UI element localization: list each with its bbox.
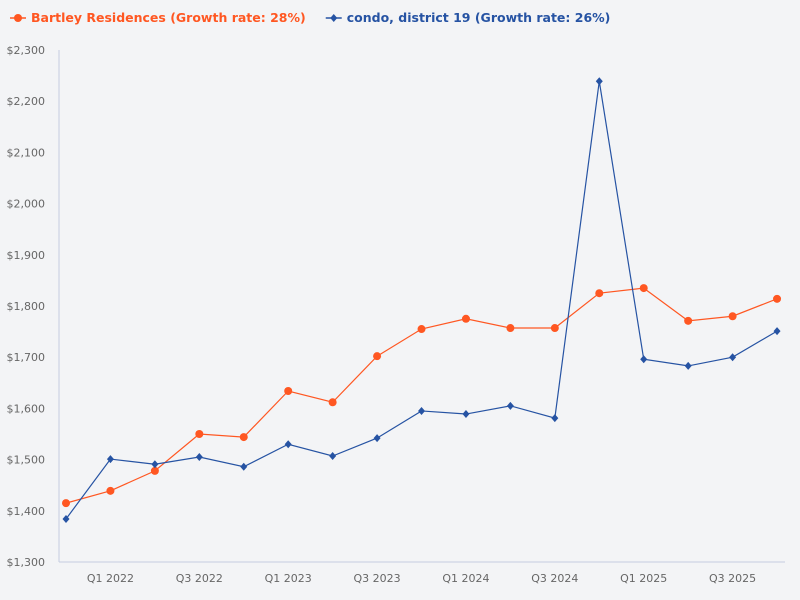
data-point [462, 410, 470, 419]
data-point [328, 398, 337, 407]
data-point [62, 514, 70, 523]
y-tick-label: $2,000 [7, 198, 46, 211]
y-tick-label: $1,400 [7, 505, 46, 518]
data-point [773, 294, 782, 303]
series-line [65, 287, 778, 504]
legend-marker [14, 14, 22, 22]
data-point [151, 460, 159, 469]
data-point [640, 355, 648, 364]
y-tick-label: $1,600 [7, 402, 46, 415]
data-point [195, 453, 203, 462]
data-point [551, 414, 559, 423]
data-point [417, 325, 426, 334]
legend-item-1: Bartley Residences (Growth rate: 28%) [10, 10, 306, 25]
y-tick-label: $1,500 [7, 454, 46, 467]
x-tick-label: Q3 2024 [531, 572, 578, 585]
x-tick-label: Q1 2025 [620, 572, 667, 585]
series-2 [62, 77, 781, 523]
data-point [461, 314, 470, 323]
y-tick-label: $1,700 [7, 351, 46, 364]
series-line [65, 81, 778, 520]
legend-item-2: condo, district 19 (Growth rate: 26%) [325, 10, 611, 25]
y-tick-label: $1,300 [7, 556, 46, 569]
y-tick-label: $2,100 [7, 146, 46, 159]
legend-marker [330, 14, 338, 22]
data-point [150, 466, 159, 475]
plot-area [62, 77, 782, 523]
y-tick-label: $2,300 [7, 44, 46, 57]
x-axis: Q1 2022 Q3 2022 Q1 2023 Q3 2023 Q1 2024 Q3 20… [59, 561, 785, 585]
data-point [595, 289, 604, 298]
data-point [773, 327, 781, 336]
x-tick-label: Q3 2023 [354, 572, 401, 585]
series-1 [62, 284, 782, 508]
data-point [684, 361, 692, 370]
y-tick-label: $2,200 [7, 95, 46, 108]
y-axis: $1,300 $1,400 $1,500 $1,600 $1,700 $1,800 $1,9… [7, 44, 60, 569]
data-point [684, 316, 693, 325]
legend: Bartley Residences (Growth rate: 28%) con… [10, 10, 610, 25]
y-tick-label: $1,900 [7, 249, 46, 262]
data-point [106, 455, 114, 464]
data-point [550, 324, 559, 333]
data-point [239, 433, 248, 442]
data-point [62, 499, 70, 508]
legend-label: condo, district 19 (Growth rate: 26%) [347, 10, 611, 25]
y-tick-label: $1,800 [7, 300, 46, 313]
x-tick-label: Q1 2024 [442, 572, 489, 585]
x-tick-label: Q3 2022 [176, 572, 223, 585]
data-point [728, 312, 737, 321]
data-point [506, 401, 514, 410]
data-point [106, 486, 115, 495]
x-tick-label: Q1 2022 [87, 572, 134, 585]
data-point [373, 434, 381, 443]
legend-label: Bartley Residences (Growth rate: 28%) [31, 10, 306, 25]
data-point [240, 462, 248, 471]
data-point [506, 324, 515, 333]
data-point [329, 452, 337, 461]
data-point [729, 353, 737, 362]
data-point [195, 430, 204, 438]
x-tick-label: Q3 2025 [709, 572, 756, 585]
data-point [373, 352, 382, 361]
data-point [418, 406, 426, 415]
data-point [284, 386, 293, 395]
data-point [639, 284, 648, 293]
data-point [284, 440, 292, 449]
data-point [595, 77, 603, 86]
x-tick-label: Q1 2023 [265, 572, 312, 585]
